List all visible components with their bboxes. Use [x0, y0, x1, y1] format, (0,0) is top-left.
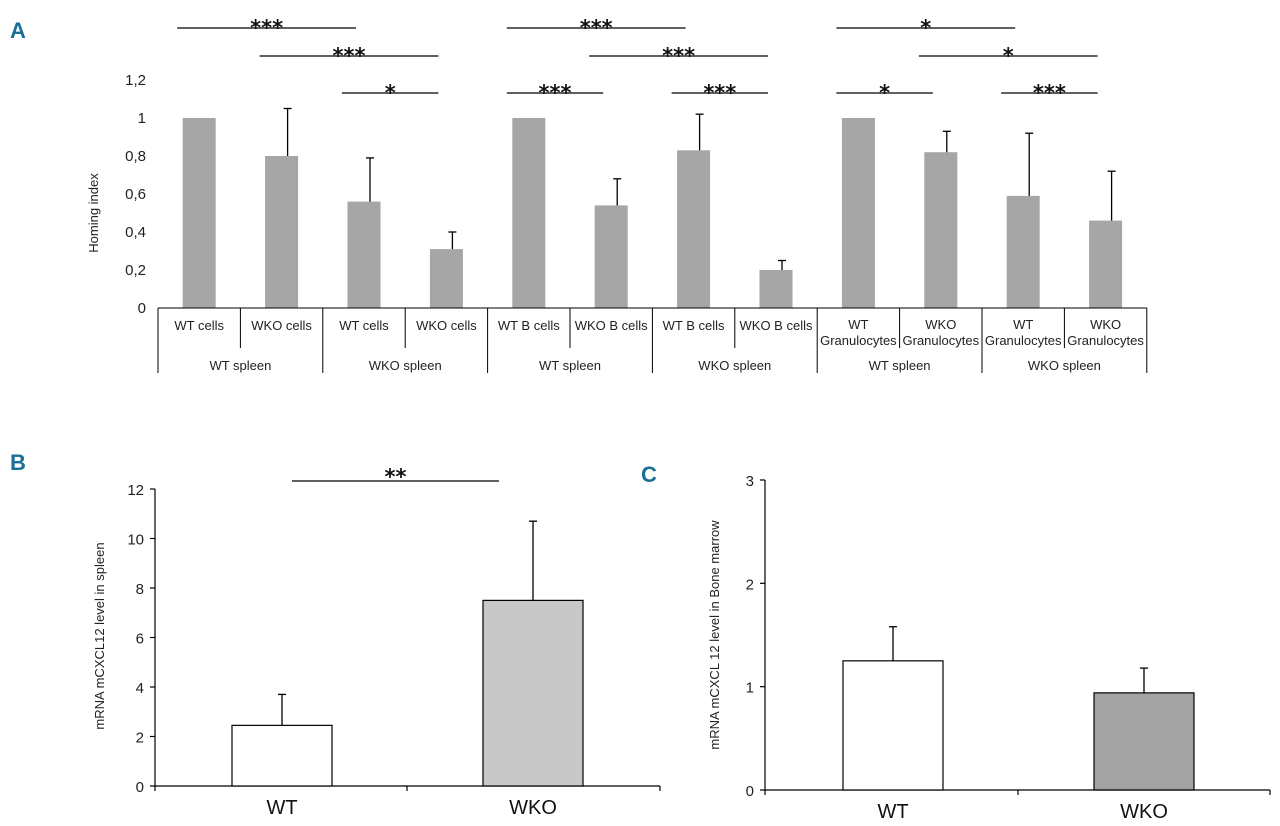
y-tick-label: 1	[138, 110, 146, 127]
significance-stars: ***	[333, 44, 366, 68]
bar	[841, 118, 875, 308]
significance-stars: ***	[662, 44, 695, 68]
y-tick-label: 8	[136, 581, 144, 598]
category-label: WT	[848, 317, 868, 332]
y-tick-label: 1,2	[125, 72, 146, 89]
significance-stars: ***	[539, 81, 572, 105]
category-label: WKO B cells	[740, 318, 813, 333]
y-tick-label: 0,8	[125, 148, 146, 165]
category-label: WT	[877, 801, 908, 823]
panel-letter-c: C	[641, 462, 657, 487]
bar	[482, 599, 584, 787]
group-label: WKO spleen	[369, 358, 442, 373]
significance-stars: ***	[703, 81, 736, 105]
category-label: WT B cells	[663, 318, 725, 333]
panel-b-ylabel: mRNA mCXCL12 level in spleen	[92, 542, 107, 729]
bar	[924, 152, 958, 308]
bar	[842, 660, 944, 791]
y-tick-label: 2	[746, 576, 754, 593]
bar	[594, 205, 628, 308]
panel-a-chart: 0 0,2 0,4 0,6 0,8 1 1,2 WT cells WKO cells WT cel…	[125, 16, 1148, 373]
bar	[759, 270, 793, 308]
category-label: WKO	[1090, 317, 1121, 332]
y-tick-label: 0	[746, 783, 754, 800]
y-tick-label: 0	[138, 300, 146, 317]
category-label: WT	[266, 797, 297, 819]
y-tick-label: 3	[746, 473, 754, 490]
y-tick-label: 6	[136, 631, 144, 648]
category-label: Granulocytes	[1067, 333, 1144, 348]
category-label: WKO cells	[251, 318, 312, 333]
bar	[429, 249, 463, 308]
category-label: WT cells	[339, 318, 389, 333]
bar	[1006, 195, 1040, 308]
bar	[265, 156, 299, 308]
y-tick-label: 4	[136, 680, 144, 697]
significance-stars: ***	[1033, 81, 1066, 105]
y-tick-label: 10	[127, 532, 144, 549]
category-label: Granulocytes	[985, 333, 1062, 348]
panel-a-ylabel: Homing index	[86, 173, 101, 253]
category-label: WKO	[509, 797, 557, 819]
bar	[182, 118, 216, 308]
category-label: WKO B cells	[575, 318, 648, 333]
category-label: WKO	[925, 317, 956, 332]
bar	[1089, 220, 1123, 308]
y-tick-label: 0,4	[125, 224, 146, 241]
bar	[512, 118, 546, 308]
y-tick-label: 0,2	[125, 262, 146, 279]
category-label: Granulocytes	[903, 333, 980, 348]
y-tick-label: 0,6	[125, 186, 146, 203]
bar	[347, 201, 381, 308]
category-label: WKO cells	[416, 318, 477, 333]
significance-stars: **	[385, 465, 407, 489]
y-tick-label: 2	[136, 730, 144, 747]
group-label: WKO spleen	[1028, 358, 1101, 373]
bar	[1093, 692, 1195, 791]
significance-stars: ***	[250, 16, 283, 40]
significance-stars: *	[385, 81, 396, 105]
group-label: WT spleen	[869, 358, 931, 373]
significance-stars: ***	[580, 16, 613, 40]
panel-letter-b: B	[10, 450, 26, 475]
y-tick-label: 0	[136, 779, 144, 796]
bar	[231, 724, 333, 787]
panel-letter-a: A	[10, 18, 26, 43]
category-label: WKO	[1120, 801, 1168, 823]
group-label: WKO spleen	[698, 358, 771, 373]
significance-stars: *	[879, 81, 890, 105]
category-label: Granulocytes	[820, 333, 897, 348]
category-label: WT cells	[174, 318, 224, 333]
group-label: WT spleen	[209, 358, 271, 373]
significance-stars: *	[920, 16, 931, 40]
category-label: WT B cells	[498, 318, 560, 333]
panel-c-ylabel: mRNA mCXCL 12 level in Bone marrow	[707, 520, 722, 750]
panel-b-chart: 0 2 4 6 8 10 12 WT WKO **	[127, 465, 661, 819]
panel-c-chart: 0 1 2 3 WT WKO	[746, 473, 1271, 823]
significance-stars: *	[1003, 44, 1014, 68]
group-label: WT spleen	[539, 358, 601, 373]
bar	[677, 150, 711, 308]
y-tick-label: 1	[746, 680, 754, 697]
y-tick-label: 12	[127, 482, 144, 499]
category-label: WT	[1013, 317, 1033, 332]
